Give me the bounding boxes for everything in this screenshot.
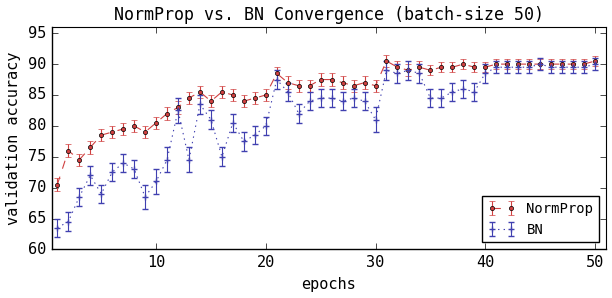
Y-axis label: validation accuracy: validation accuracy <box>6 52 21 225</box>
Title: NormProp vs. BN Convergence (batch-size 50): NormProp vs. BN Convergence (batch-size … <box>114 6 544 24</box>
Legend: NormProp, BN: NormProp, BN <box>482 196 599 243</box>
X-axis label: epochs: epochs <box>302 277 356 292</box>
